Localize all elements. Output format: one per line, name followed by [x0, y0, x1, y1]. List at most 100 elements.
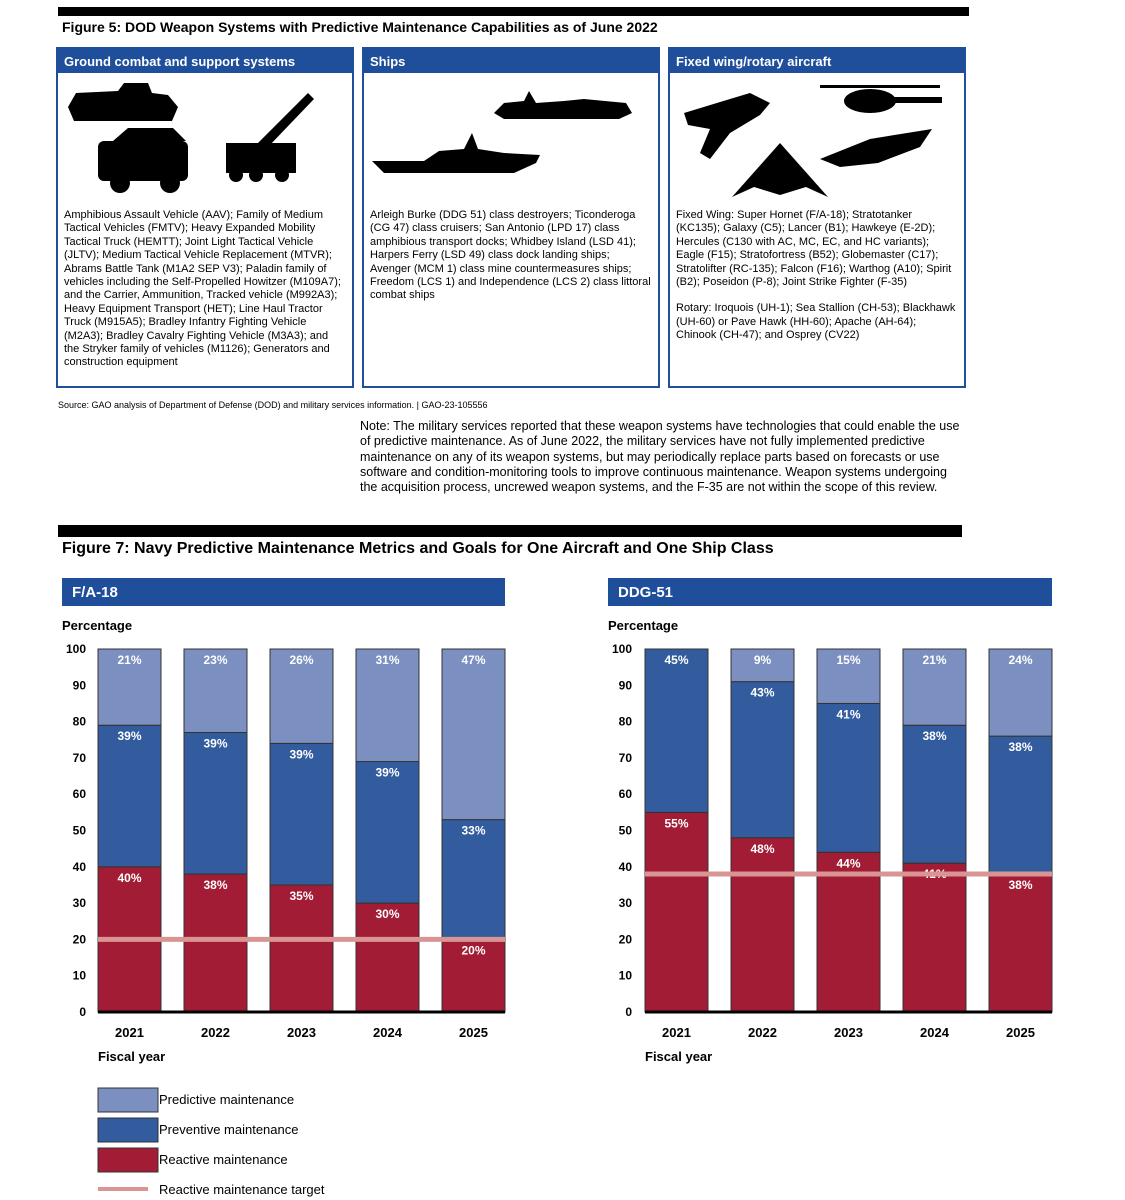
figure-title: Figure 5: DOD Weapon Systems with Predic… [62, 19, 658, 35]
y-tick-label: 100 [612, 642, 632, 656]
data-label: 44% [836, 856, 860, 870]
data-label: 15% [836, 653, 860, 667]
y-tick-label: 40 [619, 860, 633, 874]
data-label: 26% [289, 653, 313, 667]
legend-swatch [97, 1117, 159, 1143]
chart-header [608, 578, 1052, 606]
legend-label: Reactive maintenance [159, 1152, 288, 1167]
panel-paragraph: Fixed Wing: Super Hornet (F/A-18); Strat… [676, 209, 952, 289]
bar-segment [183, 873, 248, 1013]
y-tick-label: 50 [73, 824, 87, 838]
bar-segment [816, 702, 881, 853]
bar-segment [183, 648, 248, 733]
y-axis-label: Percentage [608, 618, 678, 633]
panel-paragraph: Amphibious Assault Vehicle (AAV); Family… [64, 209, 341, 369]
chart-title: F/A-18 [72, 584, 118, 601]
y-tick-label: 0 [625, 1005, 632, 1019]
bar-segment [644, 648, 709, 813]
helicopter-icon [844, 89, 896, 113]
y-tick-label: 20 [619, 932, 633, 946]
bar-segment [902, 862, 967, 1013]
ship-icons [372, 91, 632, 173]
aircraft-icons [684, 85, 942, 197]
x-axis-label: Fiscal year [645, 1049, 712, 1064]
data-label: 21% [922, 653, 946, 667]
figure-title: Figure 7: Navy Predictive Maintenance Me… [62, 540, 774, 557]
bar-segment [355, 648, 420, 763]
panel-paragraph: Arleigh Burke (DDG 51) class destroyers;… [370, 209, 651, 302]
legend-label: Preventive maintenance [159, 1122, 298, 1137]
panel: Ships Arleigh Burke (DDG 51) class destr… [362, 47, 660, 388]
y-tick-label: 0 [79, 1005, 86, 1019]
data-label: 41% [836, 707, 860, 721]
source: Source: GAO analysis of Department of De… [58, 400, 488, 410]
bar-segment [816, 851, 881, 1013]
truck-icon [98, 141, 188, 181]
legend-swatch [97, 1147, 159, 1173]
jet-icon [820, 129, 932, 167]
y-tick-label: 30 [619, 896, 633, 910]
rule [58, 525, 962, 537]
data-label: 39% [203, 736, 227, 750]
y-axis-label: Percentage [62, 618, 132, 633]
y-tick-label: 10 [73, 969, 87, 983]
x-tick-label: 2023 [287, 1025, 316, 1040]
panel-text: Fixed Wing: Super Hornet (F/A-18); Strat… [676, 209, 958, 356]
data-label: 39% [289, 747, 313, 761]
bar-segment [355, 761, 420, 904]
legend-label: Reactive maintenance target [159, 1182, 325, 1197]
bar-segment [902, 724, 967, 864]
panel: Fixed wing/rotary aircraft Fixed Wing: S… [668, 47, 966, 388]
y-tick-label: 60 [73, 787, 87, 801]
bar-segment [441, 819, 506, 940]
bar-segment [730, 837, 795, 1013]
data-label: 39% [117, 729, 141, 743]
rule [58, 7, 969, 16]
y-tick-label: 70 [619, 751, 633, 765]
data-label: 31% [375, 653, 399, 667]
data-label: 23% [203, 653, 227, 667]
y-tick-label: 20 [73, 932, 87, 946]
bar-segment [988, 648, 1053, 737]
data-label: 38% [1008, 740, 1032, 754]
bar-segment [355, 902, 420, 1013]
panel-paragraph: Rotary: Iroquois (UH-1); Sea Stallion (C… [676, 302, 956, 342]
x-tick-label: 2025 [1006, 1025, 1035, 1040]
y-tick-label: 40 [73, 860, 87, 874]
x-tick-label: 2022 [748, 1025, 777, 1040]
ship-icon [372, 133, 540, 173]
y-tick-label: 60 [619, 787, 633, 801]
panel-text: Amphibious Assault Vehicle (AAV); Family… [64, 209, 346, 383]
x-tick-label: 2025 [459, 1025, 488, 1040]
bomber-icon [732, 143, 828, 197]
panel-heading: Ground combat and support systems [58, 49, 352, 73]
x-tick-label: 2024 [920, 1025, 950, 1040]
bar-segment [988, 873, 1053, 1013]
data-label: 33% [461, 824, 485, 838]
x-tick-label: 2021 [662, 1025, 691, 1040]
vehicle-icons [68, 83, 314, 193]
bar-segment [269, 648, 334, 744]
jet-icon [684, 93, 770, 159]
y-tick-label: 30 [73, 896, 87, 910]
x-tick-label: 2021 [115, 1025, 144, 1040]
bar-segment [269, 884, 334, 1013]
data-label: 48% [750, 842, 774, 856]
data-label: 55% [664, 816, 688, 830]
x-tick-label: 2022 [201, 1025, 230, 1040]
panel-heading: Fixed wing/rotary aircraft [670, 49, 964, 73]
y-tick-label: 90 [619, 678, 633, 692]
y-tick-label: 70 [73, 751, 87, 765]
bar-segment [441, 648, 506, 821]
legend-label: Predictive maintenance [159, 1092, 294, 1107]
y-tick-label: 80 [619, 715, 633, 729]
bar-segment [816, 648, 881, 704]
data-label: 38% [922, 729, 946, 743]
data-label: 35% [289, 889, 313, 903]
note: Note: The military services reported tha… [360, 419, 960, 495]
x-tick-label: 2023 [834, 1025, 863, 1040]
data-label: 39% [375, 766, 399, 780]
y-tick-label: 100 [66, 642, 86, 656]
